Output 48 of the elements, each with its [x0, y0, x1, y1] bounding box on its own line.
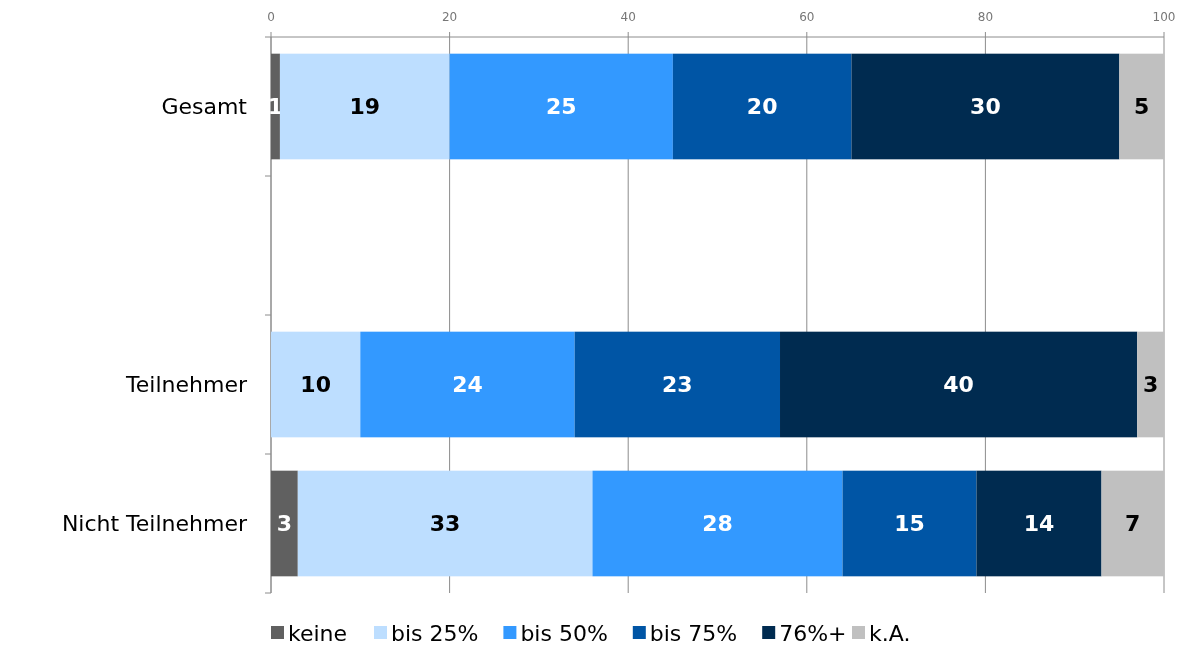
x-tick-label: 60 [799, 10, 815, 24]
bar [780, 331, 1138, 438]
bar [279, 53, 450, 160]
bar [574, 331, 781, 438]
legend-label: bis 25% [391, 620, 479, 645]
bar [592, 470, 843, 577]
bar [271, 331, 361, 438]
legend-label: bis 50% [520, 620, 608, 645]
data-label: 25 [545, 94, 577, 120]
data-label: 3 [1142, 372, 1159, 398]
legend-label: k.A. [869, 620, 911, 645]
data-label: 19 [349, 94, 381, 120]
data-label: 15 [894, 511, 925, 537]
bar [449, 53, 673, 160]
data-label: 10 [300, 372, 331, 398]
bar [297, 470, 593, 577]
legend-label: bis 75% [649, 620, 738, 645]
data-label: 30 [970, 94, 1001, 120]
data-label: 33 [429, 511, 461, 537]
legend-label: 76%+ [779, 620, 847, 645]
bar [851, 53, 1120, 160]
y-tick-label: Teilnehmer [125, 372, 248, 398]
bar [1119, 53, 1164, 160]
bar [842, 470, 977, 577]
bar [672, 53, 852, 160]
x-tick-label: 20 [441, 10, 458, 24]
legend-label: keine [288, 620, 348, 645]
x-tick-label: 100 [1152, 10, 1176, 24]
data-label: 5 [1134, 94, 1150, 120]
bar [976, 470, 1102, 577]
data-label: 40 [943, 372, 974, 398]
data-label: 20 [746, 94, 778, 120]
bar [271, 470, 298, 577]
data-label: 7 [1125, 511, 1141, 537]
data-label: 14 [1023, 511, 1055, 537]
bar [271, 53, 280, 160]
data-label: 3 [276, 511, 293, 537]
data-label: 28 [702, 511, 733, 537]
data-label: 23 [662, 372, 693, 398]
y-tick-label: Gesamt [161, 94, 248, 120]
x-tick-label: 0 [267, 10, 275, 24]
data-label: 24 [452, 372, 483, 398]
bar [360, 331, 575, 438]
bar [1101, 470, 1164, 577]
x-tick-label: 40 [620, 10, 636, 24]
y-tick-label: Nicht Teilnehmer [61, 511, 248, 537]
bar [1137, 331, 1164, 438]
x-tick-label: 80 [977, 10, 994, 24]
